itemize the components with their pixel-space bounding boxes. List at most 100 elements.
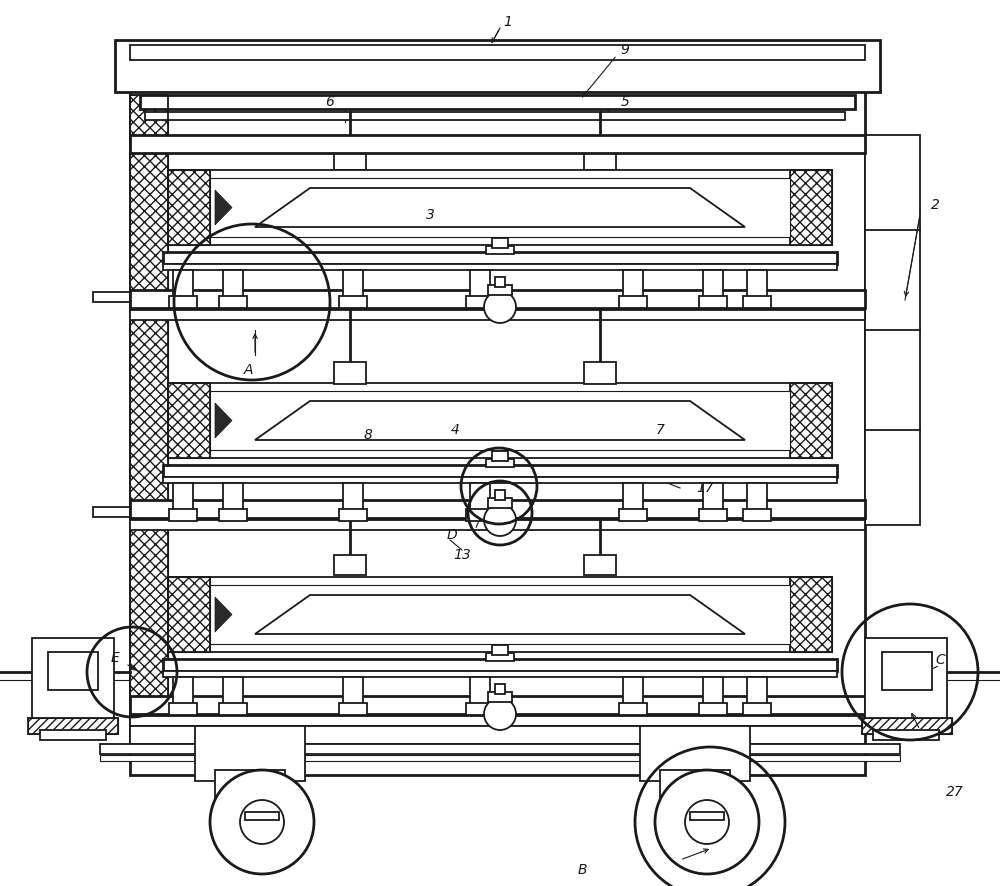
Polygon shape: [255, 401, 745, 440]
Bar: [230, 795, 270, 809]
Text: 13: 13: [453, 548, 471, 562]
Bar: [790, 383, 832, 458]
Bar: [215, 770, 285, 798]
Bar: [334, 148, 366, 170]
Bar: [168, 170, 832, 245]
Bar: [28, 718, 118, 734]
Bar: [640, 726, 750, 781]
Bar: [470, 270, 490, 300]
Text: E: E: [111, 651, 119, 665]
Bar: [163, 671, 837, 677]
Bar: [169, 703, 197, 715]
Bar: [168, 383, 210, 458]
Bar: [743, 296, 771, 308]
Bar: [219, 296, 247, 308]
Bar: [163, 659, 837, 671]
Bar: [130, 726, 865, 744]
Bar: [93, 292, 130, 302]
Bar: [790, 577, 832, 652]
Bar: [486, 459, 514, 467]
Bar: [486, 653, 514, 661]
Bar: [495, 277, 505, 287]
Bar: [32, 638, 114, 728]
Bar: [623, 483, 643, 513]
Bar: [790, 577, 832, 652]
Bar: [100, 744, 900, 754]
Bar: [93, 507, 130, 517]
Bar: [334, 555, 366, 575]
Bar: [790, 170, 832, 245]
Bar: [210, 585, 790, 644]
Circle shape: [685, 800, 729, 844]
Bar: [470, 483, 490, 513]
Bar: [219, 509, 247, 521]
Bar: [343, 270, 363, 300]
Bar: [163, 264, 837, 270]
Bar: [675, 795, 715, 809]
Bar: [690, 812, 724, 820]
Bar: [195, 726, 305, 781]
Bar: [115, 40, 880, 92]
Bar: [747, 270, 767, 300]
Bar: [130, 500, 865, 518]
Text: 3: 3: [426, 208, 434, 222]
Bar: [130, 135, 865, 153]
Bar: [488, 692, 512, 702]
Bar: [40, 730, 106, 740]
Bar: [873, 730, 939, 740]
Bar: [343, 677, 363, 707]
Bar: [466, 509, 494, 521]
Text: 8: 8: [364, 428, 372, 442]
Bar: [865, 135, 920, 525]
Bar: [130, 45, 865, 775]
Bar: [210, 391, 790, 450]
Text: 9: 9: [621, 43, 629, 57]
Bar: [703, 270, 723, 300]
Bar: [173, 270, 193, 300]
Circle shape: [484, 291, 516, 323]
Bar: [223, 483, 243, 513]
Bar: [163, 465, 837, 477]
Bar: [492, 451, 508, 461]
Bar: [488, 498, 512, 508]
Bar: [130, 520, 865, 530]
Bar: [703, 677, 723, 707]
Bar: [168, 383, 832, 458]
Circle shape: [210, 770, 314, 874]
Bar: [743, 509, 771, 521]
Bar: [790, 383, 832, 458]
Bar: [130, 696, 865, 714]
Bar: [168, 577, 210, 652]
Bar: [223, 270, 243, 300]
Bar: [130, 310, 865, 320]
Bar: [584, 362, 616, 384]
Bar: [168, 170, 210, 245]
Bar: [862, 718, 952, 734]
Bar: [790, 170, 832, 245]
Bar: [619, 509, 647, 521]
Bar: [245, 812, 279, 820]
Bar: [130, 716, 865, 726]
Circle shape: [484, 698, 516, 730]
Bar: [100, 755, 900, 761]
Bar: [619, 296, 647, 308]
Bar: [339, 509, 367, 521]
Bar: [492, 645, 508, 655]
Bar: [862, 718, 952, 734]
Bar: [466, 296, 494, 308]
Bar: [466, 703, 494, 715]
Text: 27: 27: [946, 785, 964, 799]
Bar: [210, 178, 790, 237]
Bar: [584, 555, 616, 575]
Polygon shape: [215, 190, 232, 225]
Bar: [145, 112, 845, 120]
Bar: [619, 703, 647, 715]
Bar: [163, 477, 837, 483]
Bar: [168, 383, 210, 458]
Text: B: B: [577, 863, 587, 877]
Bar: [48, 652, 98, 690]
Text: 5: 5: [621, 95, 629, 109]
Bar: [168, 577, 832, 652]
Bar: [699, 703, 727, 715]
Circle shape: [655, 770, 759, 874]
